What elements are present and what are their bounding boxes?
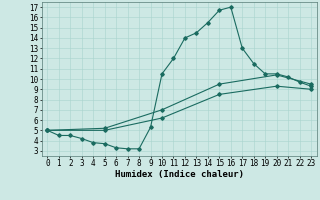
X-axis label: Humidex (Indice chaleur): Humidex (Indice chaleur): [115, 170, 244, 179]
